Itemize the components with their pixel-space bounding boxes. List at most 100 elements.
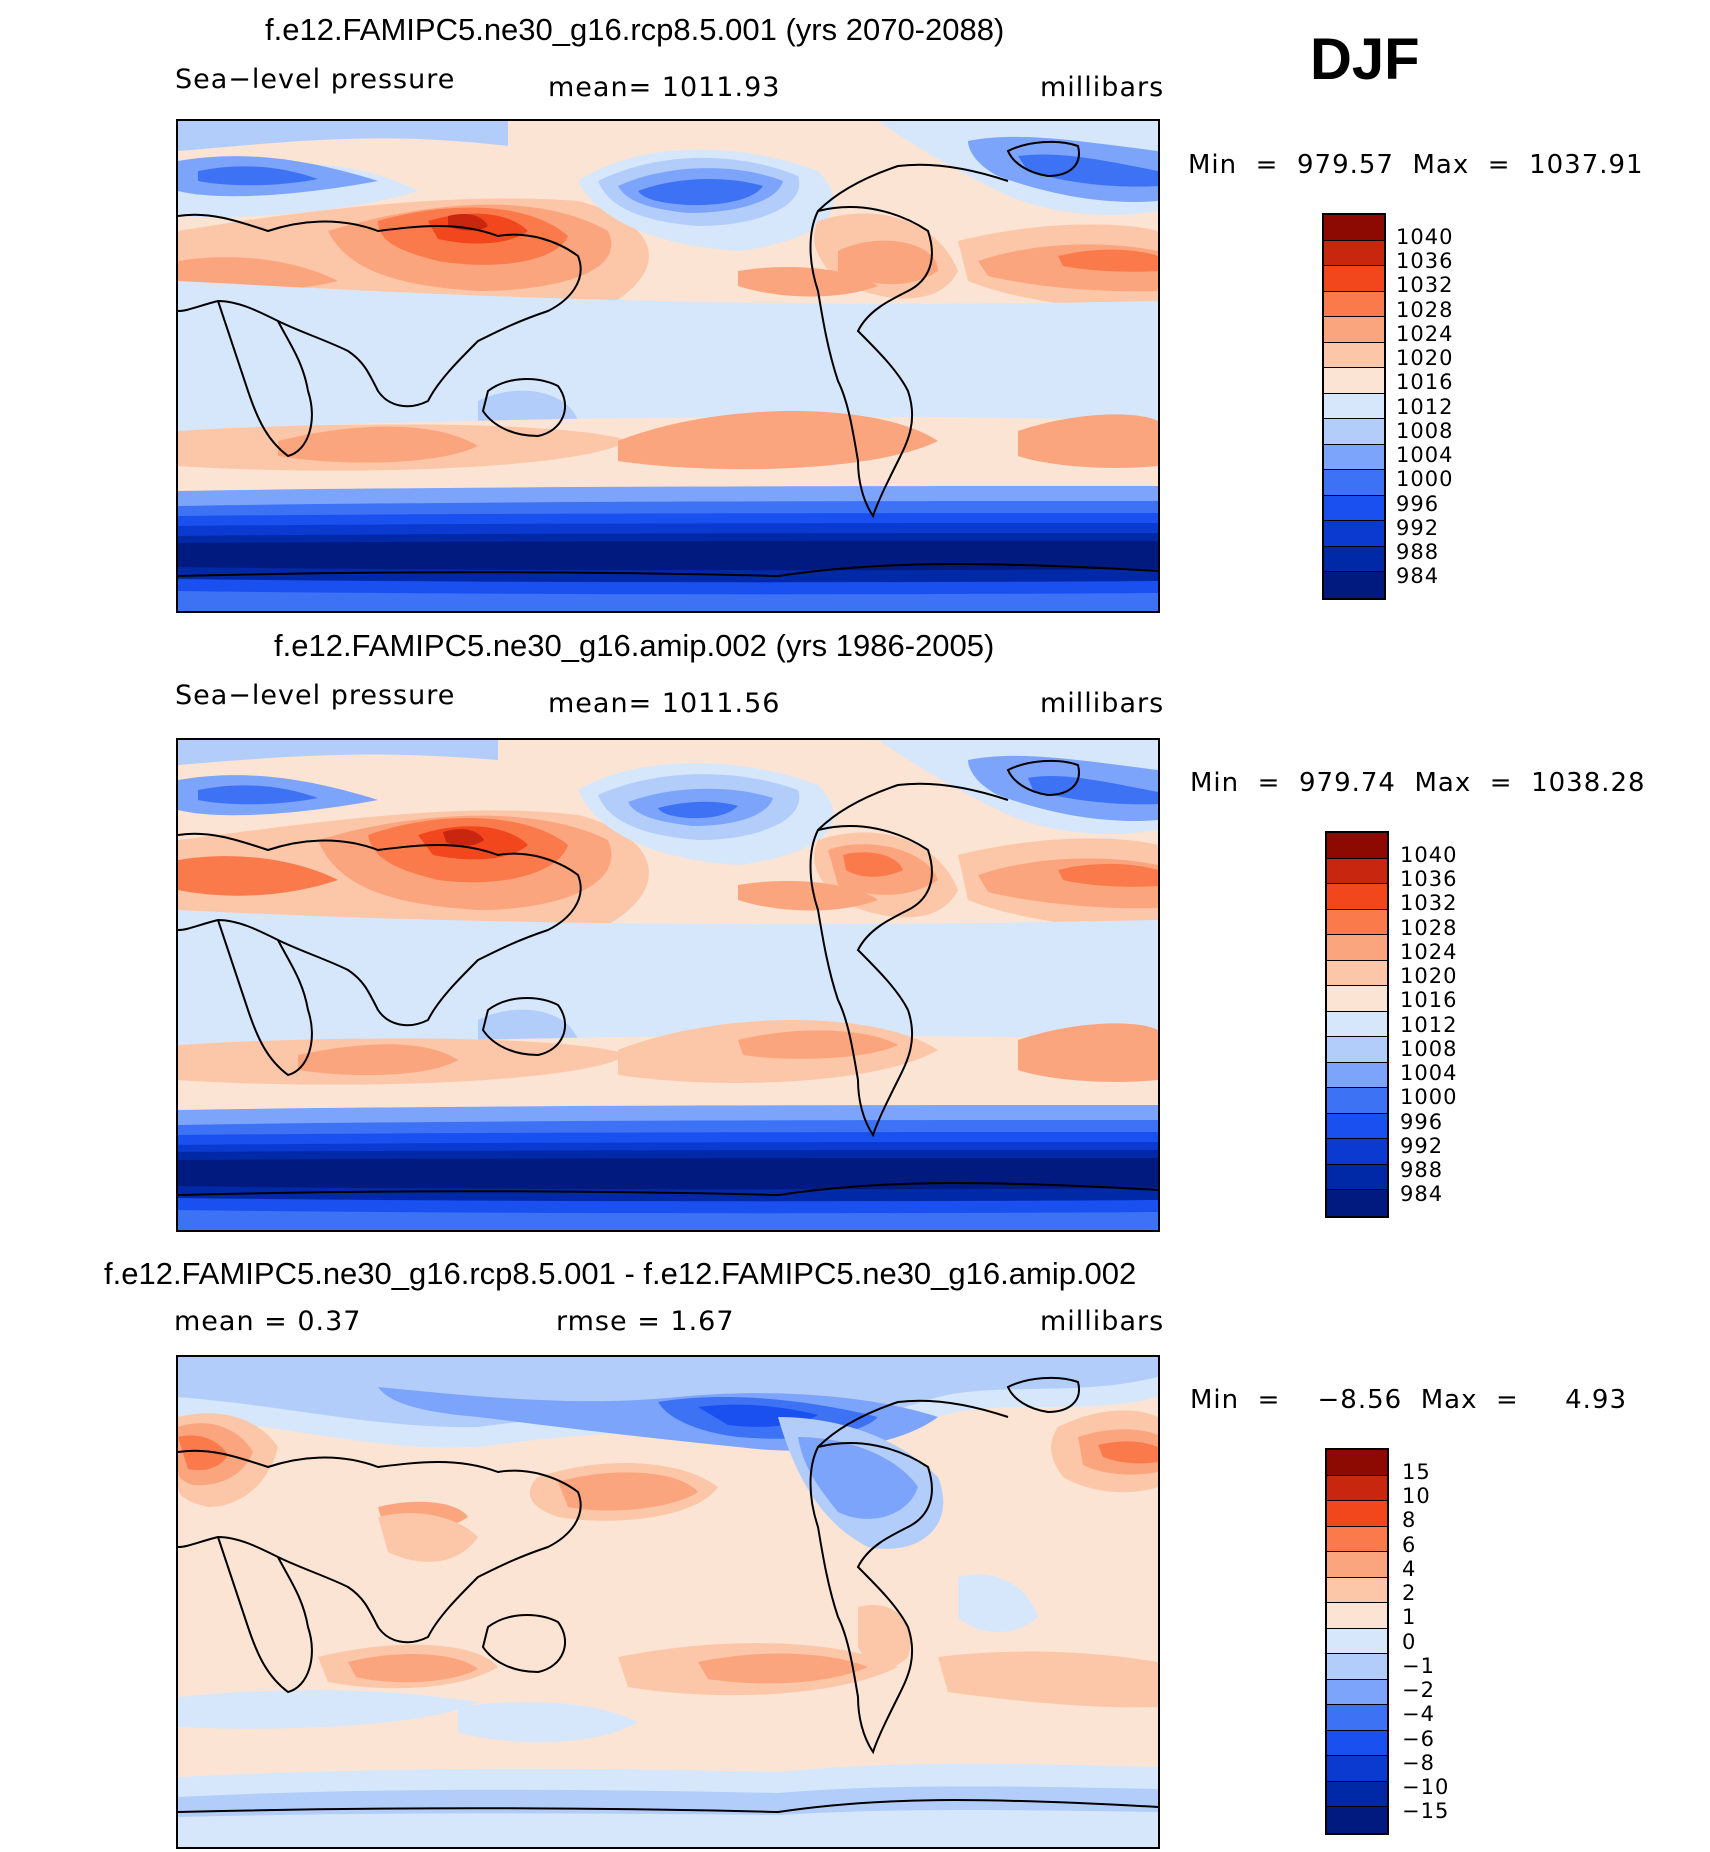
colorbar-swatch (1324, 470, 1384, 496)
colorbar-label: 10 (1402, 1484, 1431, 1509)
colorbar-swatch (1327, 1577, 1387, 1604)
panel-2-map (176, 738, 1160, 1232)
colorbar-swatch (1327, 935, 1387, 961)
colorbar-label: 984 (1400, 1182, 1444, 1207)
colorbar-swatch (1324, 342, 1384, 369)
colorbar-swatch (1327, 960, 1387, 987)
colorbar-label: 992 (1400, 1133, 1444, 1158)
colorbar-swatch (1327, 986, 1387, 1012)
colorbar-swatch (1327, 1475, 1387, 1502)
colorbar-swatch (1327, 1552, 1387, 1578)
colorbar-label: 1032 (1396, 273, 1454, 298)
colorbar-label: −4 (1402, 1702, 1435, 1727)
panel-2-field (178, 740, 1158, 1230)
colorbar-swatch (1327, 833, 1387, 859)
colorbar-label: 1020 (1396, 346, 1454, 371)
panel-3-field (178, 1357, 1158, 1847)
panel-1-variable: Sea−level pressure (175, 64, 456, 95)
panel-2-variable: Sea−level pressure (175, 680, 456, 711)
colorbar-label: 1040 (1400, 843, 1458, 867)
colorbar-label: −2 (1402, 1678, 1435, 1703)
colorbar-swatch (1327, 1164, 1387, 1191)
colorbar-label: 15 (1402, 1460, 1431, 1484)
colorbar-label: 6 (1402, 1532, 1417, 1557)
colorbar-label: 1004 (1396, 443, 1454, 468)
colorbar-label: 1028 (1396, 297, 1454, 322)
panel-2-units: millibars (1040, 688, 1165, 719)
colorbar-swatch (1327, 1011, 1387, 1038)
colorbar-swatch (1327, 1781, 1387, 1808)
panel-3-minmax: Min = −8.56 Max = 4.93 (1190, 1385, 1627, 1415)
colorbar-label: 984 (1396, 564, 1440, 589)
colorbar-swatch (1324, 546, 1384, 573)
colorbar-swatch (1327, 1139, 1387, 1165)
colorbar-label: 1032 (1400, 891, 1458, 916)
colorbar-swatch (1327, 1113, 1387, 1140)
colorbar-label: 1000 (1396, 467, 1454, 492)
colorbar-label: 2 (1402, 1581, 1417, 1606)
colorbar-swatch (1324, 368, 1384, 394)
colorbar-label: 1004 (1400, 1061, 1458, 1086)
season-label: DJF (1310, 27, 1420, 92)
colorbar-label: −1 (1402, 1653, 1435, 1678)
colorbar-swatch (1327, 1603, 1387, 1629)
colorbar-label: −8 (1402, 1750, 1435, 1775)
panel-1-minmax: Min = 979.57 Max = 1037.91 (1188, 150, 1644, 180)
colorbar-label: 1 (1402, 1605, 1417, 1630)
colorbar-label: 1040 (1396, 225, 1454, 249)
colorbar-swatch (1327, 1705, 1387, 1731)
panel-1-mean: mean= 1011.93 (548, 72, 781, 103)
colorbar-swatch (1327, 1730, 1387, 1757)
colorbar-swatch (1327, 1679, 1387, 1706)
colorbar-label: 988 (1396, 540, 1440, 565)
colorbar-label: 1028 (1400, 915, 1458, 940)
panel-2-title: f.e12.FAMIPC5.ne30_g16.amip.002 (yrs 198… (274, 628, 995, 663)
panel-3-mean: mean = 0.37 (174, 1306, 362, 1337)
colorbar-swatch (1324, 215, 1384, 241)
colorbar-label: 0 (1402, 1629, 1417, 1654)
colorbar-swatch (1327, 1807, 1387, 1833)
colorbar-swatch (1324, 572, 1384, 598)
colorbar-swatch (1324, 419, 1384, 445)
colorbar-swatch (1327, 909, 1387, 936)
colorbar-swatch (1327, 1450, 1387, 1476)
colorbar-label: 1016 (1396, 370, 1454, 395)
panel-2-colorbar (1325, 831, 1389, 1218)
colorbar-swatch (1327, 1190, 1387, 1216)
colorbar-label: 1020 (1400, 964, 1458, 989)
colorbar-swatch (1327, 1526, 1387, 1553)
colorbar-swatch (1327, 858, 1387, 885)
colorbar-swatch (1327, 1037, 1387, 1063)
colorbar-label: 1036 (1396, 249, 1454, 274)
colorbar-label: 1012 (1400, 1012, 1458, 1037)
panel-3-units: millibars (1040, 1306, 1165, 1337)
colorbar-swatch (1327, 1654, 1387, 1680)
colorbar-swatch (1327, 884, 1387, 910)
colorbar-label: 1012 (1396, 394, 1454, 419)
panel-1-title: f.e12.FAMIPC5.ne30_g16.rcp8.5.001 (yrs 2… (265, 12, 1005, 47)
colorbar-swatch (1327, 1088, 1387, 1114)
colorbar-label: 4 (1402, 1556, 1417, 1581)
colorbar-swatch (1327, 1501, 1387, 1527)
colorbar-swatch (1327, 1062, 1387, 1089)
colorbar-swatch (1324, 266, 1384, 292)
colorbar-label: −10 (1402, 1775, 1450, 1800)
panel-1-colorbar (1322, 213, 1386, 600)
panel-1-field (178, 121, 1158, 611)
panel-3-map (176, 1355, 1160, 1849)
colorbar-swatch (1324, 444, 1384, 471)
colorbar-swatch (1324, 317, 1384, 343)
colorbar-label: −15 (1402, 1799, 1450, 1824)
colorbar-label: 996 (1400, 1109, 1444, 1134)
colorbar-swatch (1324, 240, 1384, 267)
colorbar-swatch (1327, 1756, 1387, 1782)
colorbar-label: −6 (1402, 1726, 1435, 1751)
colorbar-swatch (1327, 1628, 1387, 1655)
colorbar-label: 1024 (1396, 321, 1454, 346)
panel-2-minmax: Min = 979.74 Max = 1038.28 (1190, 768, 1646, 798)
colorbar-label: 988 (1400, 1158, 1444, 1183)
colorbar-label: 996 (1396, 491, 1440, 516)
panel-1-units: millibars (1040, 72, 1165, 103)
panel-2-mean: mean= 1011.56 (548, 688, 781, 719)
colorbar-label: 1016 (1400, 988, 1458, 1013)
